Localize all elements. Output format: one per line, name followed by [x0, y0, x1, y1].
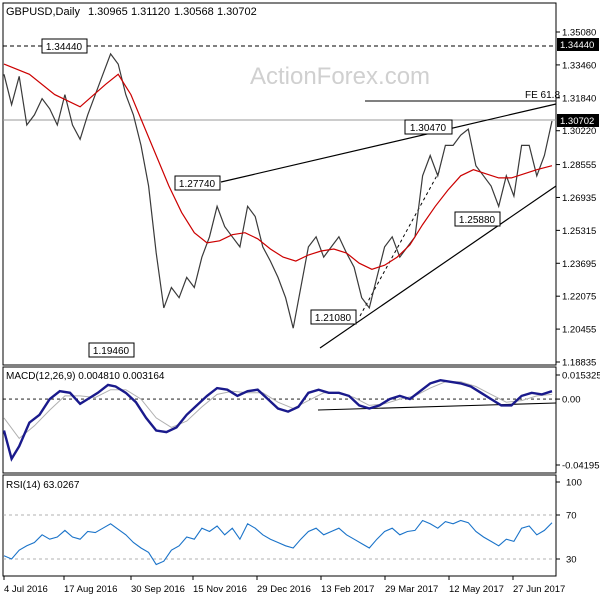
ohlc-low-value: 1.30568 — [174, 6, 214, 18]
time-axis-tick-label: 17 Aug 2016 — [64, 584, 117, 595]
ohlc-close-value: 1.30702 — [217, 6, 257, 18]
ohlc-high-value: 1.31120 — [131, 6, 170, 18]
price-axis-tick-label: 1.20455 — [562, 325, 596, 336]
price-layer — [3, 52, 553, 329]
macd-axis: 0.015325 0.00 -0.041957 — [556, 371, 600, 472]
price-axis-tick-label: 1.28555 — [562, 160, 596, 171]
price-axis-tick-label: 1.22075 — [562, 292, 596, 303]
instrument-label: GBPUSD,Daily — [6, 6, 80, 18]
chart-header: GBPUSD,Daily 1.30965 1.31120 1.30568 1.3… — [6, 6, 257, 18]
ref-price-badge — [557, 38, 599, 51]
price-axis-tick-label: 1.26935 — [562, 193, 596, 204]
lower-trendline — [319, 185, 557, 349]
macd-axis-tick-label: 0.015325 — [562, 371, 600, 382]
fe-level-label: FE 61.8 — [525, 90, 560, 101]
time-axis-tick-label: 27 Jun 2017 — [513, 584, 565, 595]
time-axis-tick-label: 29 Dec 2016 — [257, 584, 311, 595]
time-axis-tick-label: 4 Jul 2016 — [4, 584, 48, 595]
macd-label: MACD(12,26,9) 0.004810 0.003164 — [6, 371, 165, 382]
price-axis-highlight: 1.34440 1.30702 — [557, 38, 599, 127]
annotation-high-left: 1.34440 — [46, 42, 83, 53]
rsi-axis-tick-label: 100 — [566, 478, 582, 489]
macd-support-line — [317, 402, 557, 411]
time-axis-tick-label: 12 May 2017 — [449, 584, 504, 595]
annotation-apr-high: 1.30470 — [410, 123, 447, 134]
time-axis: 4 Jul 2016 17 Aug 2016 30 Sep 2016 15 Nov 2… — [3, 576, 565, 595]
price-axis: 1.35080 1.33460 1.31840 1.30220 1.28555 1.269… — [556, 28, 596, 369]
price-axis-tick-label: 1.33460 — [562, 60, 596, 71]
annotation-box-1 — [41, 38, 88, 54]
annotation-feb-low: 1.21080 — [315, 313, 352, 324]
annotation-may-low: 1.25880 — [459, 215, 496, 226]
rsi-axis-tick-label: 30 — [566, 555, 577, 566]
macd-axis-tick-label: 0.00 — [562, 395, 581, 406]
annotation-nov-high: 1.27740 — [179, 179, 216, 190]
annotation-box-2 — [174, 175, 221, 191]
time-axis-tick-label: 30 Sep 2016 — [131, 584, 185, 595]
annotation-oct-low: 1.19460 — [93, 346, 130, 357]
price-annotations: 1.34440 1.27740 1.30470 1.25880 1.21080 … — [41, 38, 501, 358]
rsi-series-line — [3, 519, 553, 566]
time-axis-tick-label: 13 Feb 2017 — [321, 584, 374, 595]
last-price-badge — [557, 114, 599, 127]
macd-axis-tick-label: -0.041957 — [562, 461, 600, 472]
moving-average-line — [3, 63, 553, 270]
price-axis-tick-label: 1.25315 — [562, 226, 596, 237]
macd-main-line — [2, 378, 553, 462]
price-axis-tick-label: 1.31840 — [562, 93, 596, 104]
macd-signal-line — [3, 381, 553, 440]
upper-trendline — [220, 103, 557, 183]
price-series-line — [3, 52, 553, 329]
macd-panel-frame — [2, 366, 557, 474]
price-panel-frame — [2, 2, 557, 366]
price-axis-tick-label: 1.35080 — [562, 28, 596, 39]
ohlc-open-value: 1.30965 — [88, 6, 128, 18]
rsi-axis-tick-label: 70 — [566, 511, 577, 522]
annotation-box-4 — [454, 211, 501, 227]
rsi-label: RSI(14) 63.0267 — [6, 480, 80, 491]
rsi-panel-frame — [2, 474, 557, 577]
time-axis-tick-label: 15 Nov 2016 — [193, 584, 247, 595]
watermark-text: ActionForex.com — [250, 63, 430, 90]
last-price-badge-text: 1.30702 — [560, 116, 594, 127]
annotation-box-5 — [310, 309, 357, 325]
time-axis-tick-label: 29 Mar 2017 — [385, 584, 438, 595]
rsi-axis: 100 70 30 — [556, 478, 582, 566]
ref-price-badge-text: 1.34440 — [560, 40, 594, 51]
price-axis-tick-label: 1.18835 — [562, 358, 596, 369]
fib-projection-line — [359, 169, 441, 317]
price-axis-tick-label: 1.30220 — [562, 126, 596, 137]
annotation-box-3 — [404, 119, 453, 135]
price-axis-tick-label: 1.23695 — [562, 259, 596, 270]
annotation-box-6 — [88, 342, 135, 358]
